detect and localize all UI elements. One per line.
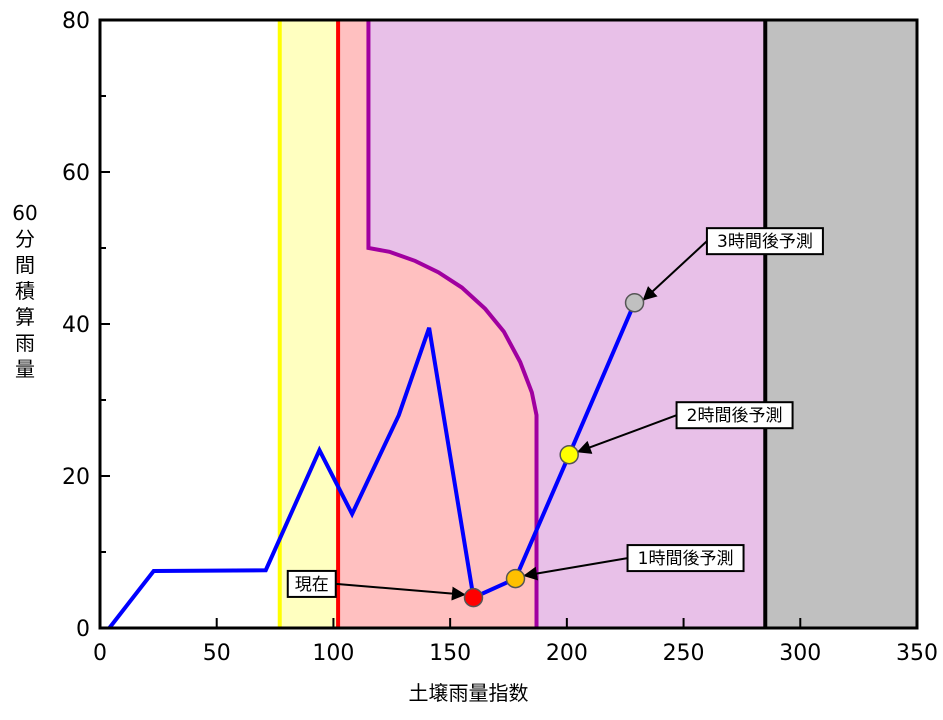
callout-arrow-0 [335,582,466,601]
red-region [338,20,537,628]
forecast-point-1 [505,568,526,589]
risk-bands [279,20,917,628]
x-tick-label: 100 [312,641,354,666]
callout-label-2: 2時間後予測 [687,406,783,426]
callout-label-3: 3時間後予測 [717,232,813,252]
y-tick-label: 40 [62,313,90,338]
yellow-band [279,20,339,628]
callout-arrow-2 [576,414,677,454]
x-tick-label: 300 [779,641,821,666]
rain-series [107,301,637,630]
callout-arrow-1 [523,557,628,581]
callout-label-0: 現在 [295,575,329,595]
x-tick-label: 200 [546,641,588,666]
y-tick-label: 0 [76,617,90,642]
y-axis-title: 60 分間積算雨量 [12,201,37,381]
x-tick-label: 50 [203,641,231,666]
series-line-0 [107,301,637,630]
y-tick-label: 20 [62,465,90,490]
callout-box-1 [626,544,745,573]
y-tick-label: 80 [62,9,90,34]
forecast-point-2 [559,444,579,465]
x-tick-label: 150 [429,641,471,666]
x-axis: 0 50 100 150 200 250 300 350 [93,618,938,666]
x-tick-label: 350 [896,641,938,666]
callout-box-0 [286,569,337,598]
forecast-point-3 [624,292,645,313]
x-tick-label: 250 [663,641,705,666]
forecast-point-0 [463,587,484,608]
gray-band [765,20,917,628]
purple-threshold-curve [366,20,539,628]
forecast-callouts: 現在 1時間後予測 2時間後予測 3時間後予測 [286,227,824,608]
threshold-lines [277,20,768,628]
y-axis: 0 20 40 60 80 [62,9,110,642]
x-axis-title: 土壌雨量指数 [409,681,529,705]
callout-box-2 [675,401,794,430]
callout-label-1: 1時間後予測 [638,549,734,569]
callout-box-3 [705,227,824,256]
x-tick-label: 0 [93,641,107,666]
y-tick-label: 60 [62,161,90,186]
callout-arrow-3 [642,240,708,301]
